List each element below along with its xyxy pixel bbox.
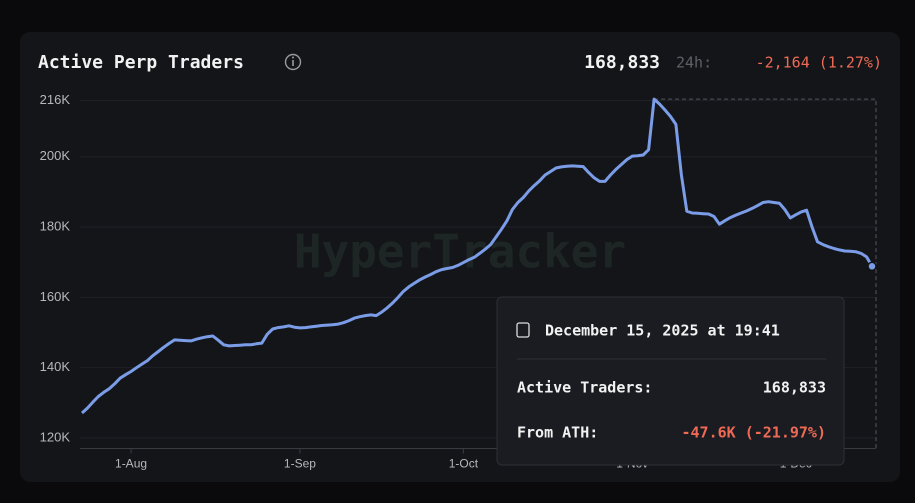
tooltip-title: December 15, 2025 at 19:41 <box>545 322 780 340</box>
y-tick-label: 120K <box>40 429 71 444</box>
x-tick-label: 1-Aug <box>115 457 147 471</box>
current-value: 168,833 <box>584 52 660 73</box>
tooltip-value: 168,833 <box>763 379 826 397</box>
y-tick-label: 180K <box>40 218 71 233</box>
y-tick-label: 160K <box>40 289 71 304</box>
tooltip-label: Active Traders: <box>517 379 652 397</box>
info-icon[interactable] <box>284 53 302 71</box>
chart-title: Active Perp Traders <box>38 52 244 73</box>
tooltip-value: -47.6K (-21.97%) <box>682 424 827 442</box>
y-tick-label: 216K <box>40 92 71 107</box>
data-line <box>80 97 874 415</box>
x-tick-label: 1-Oct <box>449 457 479 471</box>
y-tick-label: 140K <box>40 359 71 374</box>
tooltip-label: From ATH: <box>517 424 598 442</box>
y-tick-label: 200K <box>40 148 71 163</box>
x-tick-label: 1-Sep <box>284 457 316 471</box>
tooltip: December 15, 2025 at 19:41 Active Trader… <box>496 296 845 466</box>
watermark: HyperTracker <box>294 225 626 279</box>
change-label: 24h: <box>676 54 712 72</box>
tooltip-box <box>496 296 845 466</box>
tooltip-icon <box>516 322 530 338</box>
change-value: -2,164 (1.27%) <box>756 54 882 72</box>
ath-guide <box>654 98 877 449</box>
hover-point <box>867 261 877 272</box>
